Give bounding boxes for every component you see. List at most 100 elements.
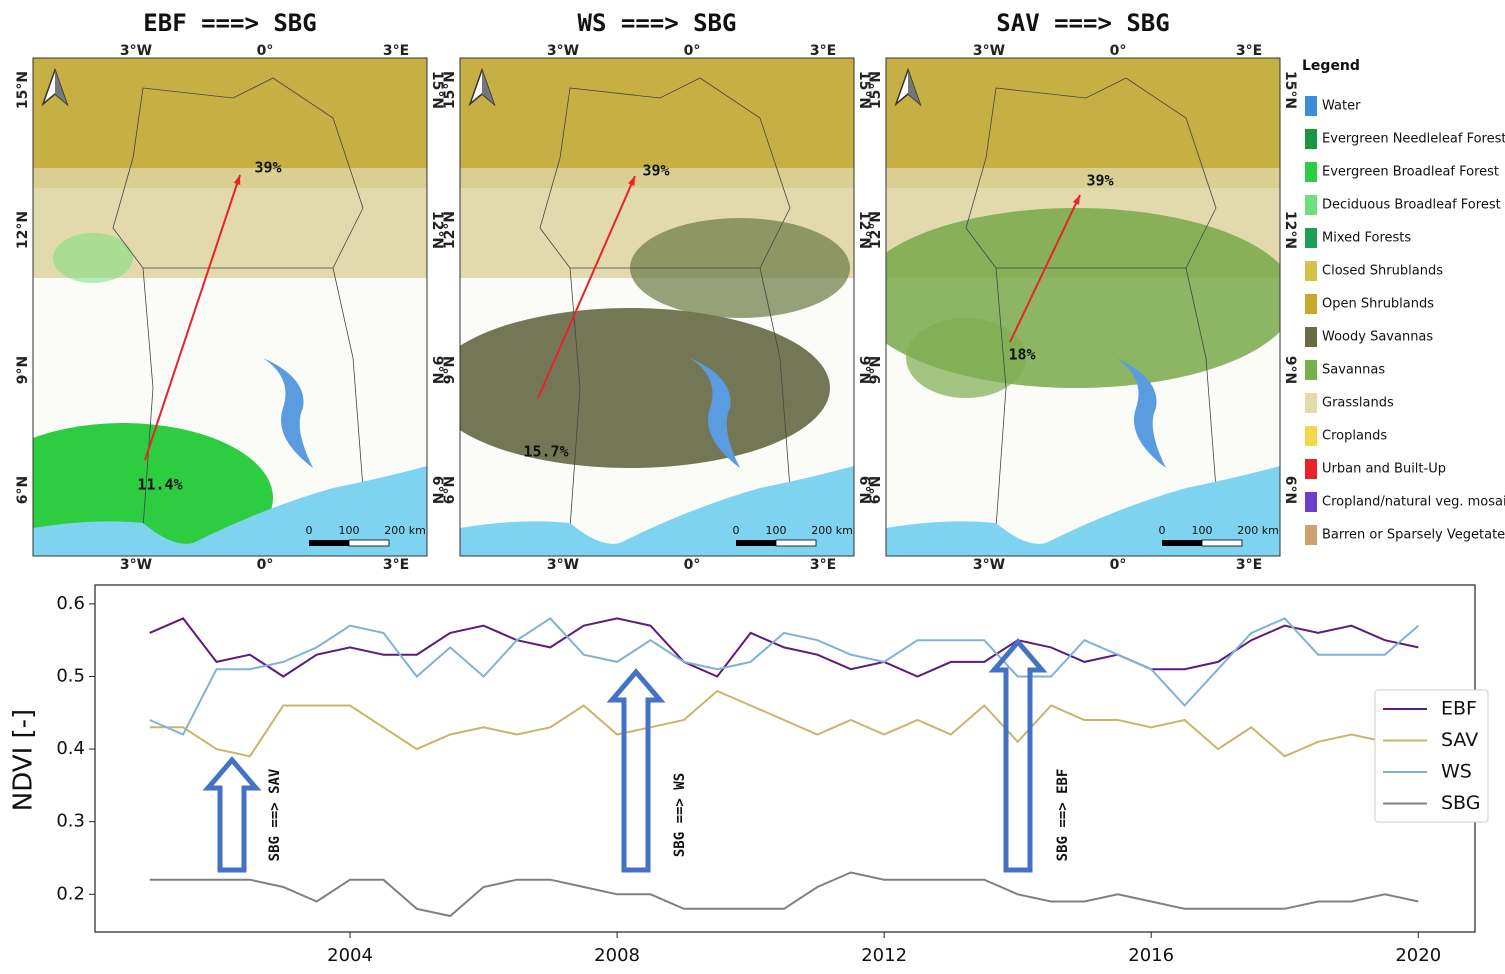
annotation: SBG ==> SAV	[267, 768, 283, 861]
legend-label: Woody Savannas	[1322, 330, 1433, 345]
legend-label: EBF	[1441, 698, 1477, 720]
legend-label: Mixed Forests	[1322, 231, 1411, 246]
legend-label: Grasslands	[1322, 396, 1394, 411]
legend-label: SBG	[1441, 792, 1480, 814]
lat-label: 6°N	[15, 476, 31, 504]
lat-label: 15°N	[868, 71, 884, 109]
x-tick-label: 2016	[1128, 945, 1174, 966]
plot-frame	[95, 585, 1475, 932]
y-tick-label: 0.5	[56, 665, 85, 686]
lon-label: 3°E	[1236, 43, 1262, 59]
lat-label: 6°N	[442, 476, 458, 504]
annotation: SBG ==> WS	[672, 773, 688, 857]
lat-label: 9°N	[442, 356, 458, 384]
legend-swatch	[1305, 162, 1317, 182]
legend-label: Barren or Sparsely Vegetated	[1322, 528, 1505, 543]
scale-bar-white	[776, 540, 816, 546]
start-percent: 11.4%	[137, 476, 182, 494]
map: 11.4%39%0100200 km	[0, 58, 427, 573]
map-title: WS ===> SBG	[578, 9, 737, 37]
scale-label: 200 km	[811, 524, 853, 537]
scale-bar-white	[349, 540, 389, 546]
lat-label: 6°N	[868, 476, 884, 504]
legend-swatch	[1305, 327, 1317, 347]
end-percent: 39%	[642, 162, 669, 180]
map-title: EBF ===> SBG	[143, 9, 316, 37]
legend-swatch	[1305, 96, 1317, 116]
lat-label: 15°N	[442, 71, 458, 109]
lat-label: 12°N	[15, 211, 31, 249]
legend-label: Savannas	[1322, 363, 1385, 378]
lon-label: 3°W	[973, 557, 1005, 573]
scale-bar-black	[736, 540, 776, 546]
legend-label: WS	[1441, 761, 1472, 783]
vegetation-zone	[430, 308, 830, 468]
x-tick-label: 2008	[594, 945, 640, 966]
scale-label: 200 km	[384, 524, 426, 537]
scale-bar-black	[1162, 540, 1202, 546]
lat-label: 12°N	[868, 211, 884, 249]
x-tick-label: 2012	[861, 945, 907, 966]
lon-label: 3°W	[547, 43, 579, 59]
lon-label: 3°E	[383, 43, 409, 59]
legend-swatch	[1305, 228, 1317, 248]
figure: Legend NDVI [-] EBF ===> SBG11.4%39%0100…	[0, 0, 1505, 970]
lat-label: 12°N	[1282, 211, 1298, 249]
lat-label: 9°N	[1282, 356, 1298, 384]
legend-title: Legend	[1302, 58, 1360, 74]
legend-swatch	[1305, 129, 1317, 149]
lon-label: 3°E	[810, 557, 836, 573]
end-percent: 39%	[1086, 172, 1113, 190]
lon-label: 0°	[1110, 43, 1127, 59]
scale-label: 100	[339, 524, 360, 537]
scale-label: 200 km	[1237, 524, 1279, 537]
legend-swatch	[1305, 294, 1317, 314]
y-axis-label: NDVI [-]	[9, 709, 39, 811]
y-tick-label: 0.2	[56, 883, 85, 904]
lon-label: 0°	[684, 43, 701, 59]
start-percent: 15.7%	[523, 443, 568, 461]
lon-label: 3°W	[120, 557, 152, 573]
y-tick-label: 0.4	[56, 738, 85, 759]
map-title: SAV ===> SBG	[996, 9, 1169, 37]
lat-label: 6°N	[1282, 476, 1298, 504]
lat-label: 12°N	[442, 211, 458, 249]
legend-swatch	[1305, 393, 1317, 413]
legend-swatch	[1305, 525, 1317, 545]
legend-label: Cropland/natural veg. mosaic	[1322, 495, 1505, 510]
lat-label: 9°N	[868, 356, 884, 384]
lon-label: 3°W	[120, 43, 152, 59]
annotation: SBG ==> EBF	[1055, 769, 1071, 862]
series-line	[150, 691, 1419, 756]
lon-label: 0°	[684, 557, 701, 573]
lon-label: 0°	[257, 557, 274, 573]
lon-label: 3°W	[973, 43, 1005, 59]
vegetation-zone	[53, 233, 133, 283]
legend-label: Closed Shrublands	[1322, 264, 1443, 279]
annotation-arrow	[208, 760, 256, 870]
legend-label: Deciduous Broadleaf Forest	[1322, 198, 1501, 213]
legend-label: Urban and Built-Up	[1322, 462, 1446, 477]
legend-label: Open Shrublands	[1322, 297, 1434, 312]
legend-label: Evergreen Broadleaf Forest	[1322, 165, 1499, 180]
lon-label: 3°E	[810, 43, 836, 59]
legend-label: Evergreen Needleleaf Forest	[1322, 132, 1505, 147]
end-percent: 39%	[254, 159, 281, 177]
legend-swatch	[1305, 459, 1317, 479]
series-line	[150, 873, 1419, 917]
scale-label: 100	[1192, 524, 1213, 537]
lat-label: 15°N	[1282, 71, 1298, 109]
legend-swatch	[1305, 426, 1317, 446]
lon-label: 3°E	[1236, 557, 1262, 573]
lat-label: 9°N	[15, 356, 31, 384]
lon-label: 0°	[257, 43, 274, 59]
y-tick-label: 0.3	[56, 811, 85, 832]
legend-label: Croplands	[1322, 429, 1387, 444]
start-percent: 18%	[1008, 346, 1035, 364]
legend-swatch	[1305, 492, 1317, 512]
x-tick-label: 2020	[1395, 945, 1441, 966]
scale-label: 100	[766, 524, 787, 537]
legend-label: Water	[1322, 99, 1361, 114]
legend-swatch	[1305, 360, 1317, 380]
